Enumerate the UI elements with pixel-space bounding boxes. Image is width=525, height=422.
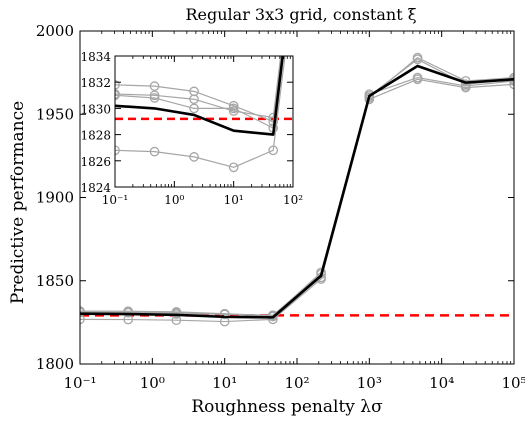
x-tick-label: 10¹ — [212, 374, 237, 392]
x-tick-label: 10² — [284, 374, 309, 392]
inset-y-tick-label: 1834 — [80, 50, 111, 64]
y-tick-label: 1850 — [36, 272, 74, 290]
inset-x-tick-label: 10² — [283, 193, 303, 207]
x-tick-label: 10⁻¹ — [63, 374, 96, 392]
inset-data-point — [189, 152, 199, 162]
main-series-group — [80, 52, 514, 327]
inset-data-point — [228, 103, 239, 114]
data-point — [268, 314, 278, 325]
data-point — [412, 74, 423, 85]
mean-series-line — [80, 64, 514, 319]
inset-run-series-line — [115, 56, 282, 119]
y-tick-label: 1950 — [36, 105, 74, 123]
inset-x-tick-label: 10¹ — [224, 193, 244, 207]
inset-y-tick-label: 1830 — [80, 102, 111, 116]
x-axis-label: Roughness penalty λσ — [191, 397, 383, 417]
inset-background — [115, 56, 293, 187]
inset-axes-frame — [114, 55, 294, 188]
x-tick-label: 10⁰ — [140, 374, 165, 392]
inset-y-tick-label: 1832 — [80, 76, 111, 90]
inset-mean-series-line — [115, 56, 285, 136]
inset-data-point — [228, 100, 239, 111]
inset-data-point — [189, 94, 199, 105]
inset-x-tick-label: 10⁻¹ — [102, 193, 128, 207]
data-point — [412, 54, 423, 65]
y-tick-label: 1900 — [36, 189, 74, 207]
data-point — [219, 309, 230, 319]
inset-data-point — [268, 145, 279, 156]
run-series-line — [80, 78, 514, 323]
inset-y-tick-label: 1824 — [80, 181, 111, 195]
inset-data-point — [189, 103, 199, 114]
y-tick-label: 2000 — [36, 22, 74, 40]
inset-data-point — [149, 93, 160, 103]
chart-title: Regular 3x3 grid, constant ξ — [185, 5, 416, 24]
inset-data-point — [228, 162, 239, 173]
inset-y-tick-label: 1828 — [80, 129, 111, 143]
x-tick-label: 10⁵ — [501, 374, 525, 392]
inset-data-point — [149, 81, 160, 91]
inset-y-tick-label: 1826 — [80, 155, 111, 169]
x-tick-label: 10⁴ — [429, 374, 454, 392]
inset-run-series-line — [115, 56, 286, 168]
inset-data-point — [149, 146, 160, 157]
inset-x-tick-label: 10⁰ — [164, 193, 184, 207]
inset-plot: 10⁻¹ 10⁰ 10¹ 10² 1824 1826 1828 1830 1832 1834 — [80, 50, 303, 207]
y-axis-label: Predictive performance — [8, 101, 28, 304]
chart-labels: Regular 3x3 grid, constant ξ Roughness pe… — [8, 5, 417, 417]
y-tick-label: 1800 — [36, 355, 74, 373]
x-tick-label: 10³ — [357, 374, 382, 392]
data-point — [123, 307, 134, 318]
inset-data-point — [149, 90, 160, 101]
